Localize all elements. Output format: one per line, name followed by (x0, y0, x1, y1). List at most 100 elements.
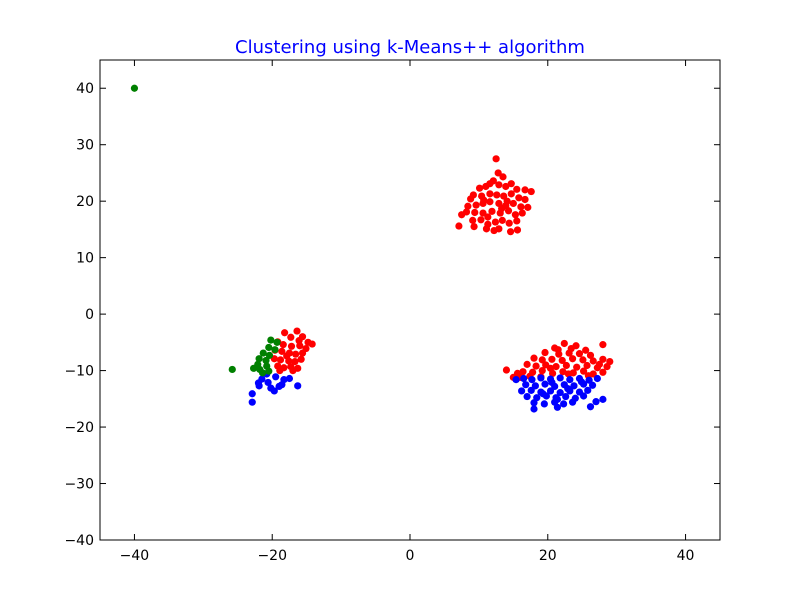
data-point (546, 387, 555, 395)
data-point (475, 184, 484, 192)
data-point (250, 364, 258, 372)
y-tick-label: 20 (76, 194, 94, 210)
data-point (498, 204, 506, 213)
data-point (455, 222, 463, 230)
data-point (570, 382, 578, 390)
chart-title: Clustering using k-Means++ algorithm (235, 37, 585, 58)
data-point (275, 382, 283, 390)
data-point (480, 196, 488, 204)
data-point (564, 385, 572, 393)
data-point (548, 378, 556, 387)
data-point (592, 398, 600, 406)
data-point (566, 376, 574, 384)
data-point (276, 356, 285, 364)
data-point (541, 348, 549, 357)
data-point (573, 363, 581, 371)
data-point (568, 398, 577, 406)
data-point (507, 180, 515, 188)
data-point (295, 337, 303, 345)
data-point (528, 376, 536, 384)
data-point (470, 222, 478, 231)
y-tick-label: −30 (64, 477, 94, 493)
data-point (472, 201, 480, 209)
data-point (489, 177, 497, 185)
data-point (287, 333, 295, 341)
data-point (509, 199, 517, 208)
data-point (515, 194, 523, 202)
x-tick-label: −20 (257, 548, 287, 564)
data-point (267, 384, 275, 392)
data-point (477, 216, 485, 224)
data-point (488, 207, 496, 215)
data-point (278, 347, 286, 355)
data-point (595, 360, 604, 368)
data-point (565, 349, 573, 357)
data-point (259, 349, 267, 357)
data-point (564, 370, 573, 378)
data-point (507, 190, 515, 198)
data-point (556, 374, 564, 382)
data-point (577, 378, 586, 386)
data-point (486, 198, 494, 206)
data-point (276, 366, 284, 375)
data-point (130, 84, 139, 92)
data-point (248, 398, 256, 406)
data-point (255, 355, 263, 363)
data-point (562, 392, 570, 401)
x-tick-label: −40 (120, 548, 150, 564)
data-point (479, 209, 487, 217)
data-point (298, 349, 307, 357)
axes-layer: −40 −20 0 20 40 −40 −30 −20 −10 0 10 20 30 40 (64, 59, 721, 564)
data-point (527, 386, 535, 394)
data-point (506, 228, 515, 236)
data-point (539, 390, 547, 398)
data-point (228, 365, 236, 374)
data-point (273, 338, 281, 346)
data-point (482, 182, 490, 191)
data-point (265, 343, 273, 352)
data-point (493, 191, 501, 199)
data-point (248, 390, 256, 398)
data-point (530, 399, 538, 407)
data-point (281, 329, 289, 337)
data-point (464, 202, 472, 210)
data-point (308, 340, 316, 348)
data-point (467, 195, 475, 203)
data-point (513, 217, 521, 225)
points-layer (130, 84, 614, 413)
data-point (580, 367, 588, 375)
data-point (558, 356, 566, 365)
data-point (513, 226, 522, 234)
data-point (505, 219, 513, 227)
data-point (471, 208, 479, 217)
data-point (482, 225, 491, 233)
data-point (562, 361, 570, 370)
data-point (521, 186, 529, 194)
data-point (580, 392, 588, 400)
data-point (538, 356, 546, 364)
data-point (527, 187, 535, 196)
data-point (548, 355, 556, 363)
data-point (503, 197, 511, 205)
data-point (520, 374, 528, 383)
x-tick-label: 20 (539, 548, 557, 564)
data-point (530, 354, 538, 362)
data-point (599, 355, 607, 363)
data-point (579, 356, 587, 364)
data-point (540, 400, 548, 408)
y-tick-label: 0 (85, 307, 94, 323)
data-point (267, 336, 275, 344)
data-point (293, 327, 301, 335)
data-point (553, 403, 562, 411)
data-point (584, 386, 592, 394)
data-point (280, 376, 288, 384)
data-point (504, 207, 513, 215)
data-point (512, 376, 520, 384)
data-point (518, 209, 526, 217)
data-point (589, 357, 597, 365)
data-point (523, 392, 531, 401)
data-point (285, 374, 294, 383)
data-point (513, 185, 521, 193)
